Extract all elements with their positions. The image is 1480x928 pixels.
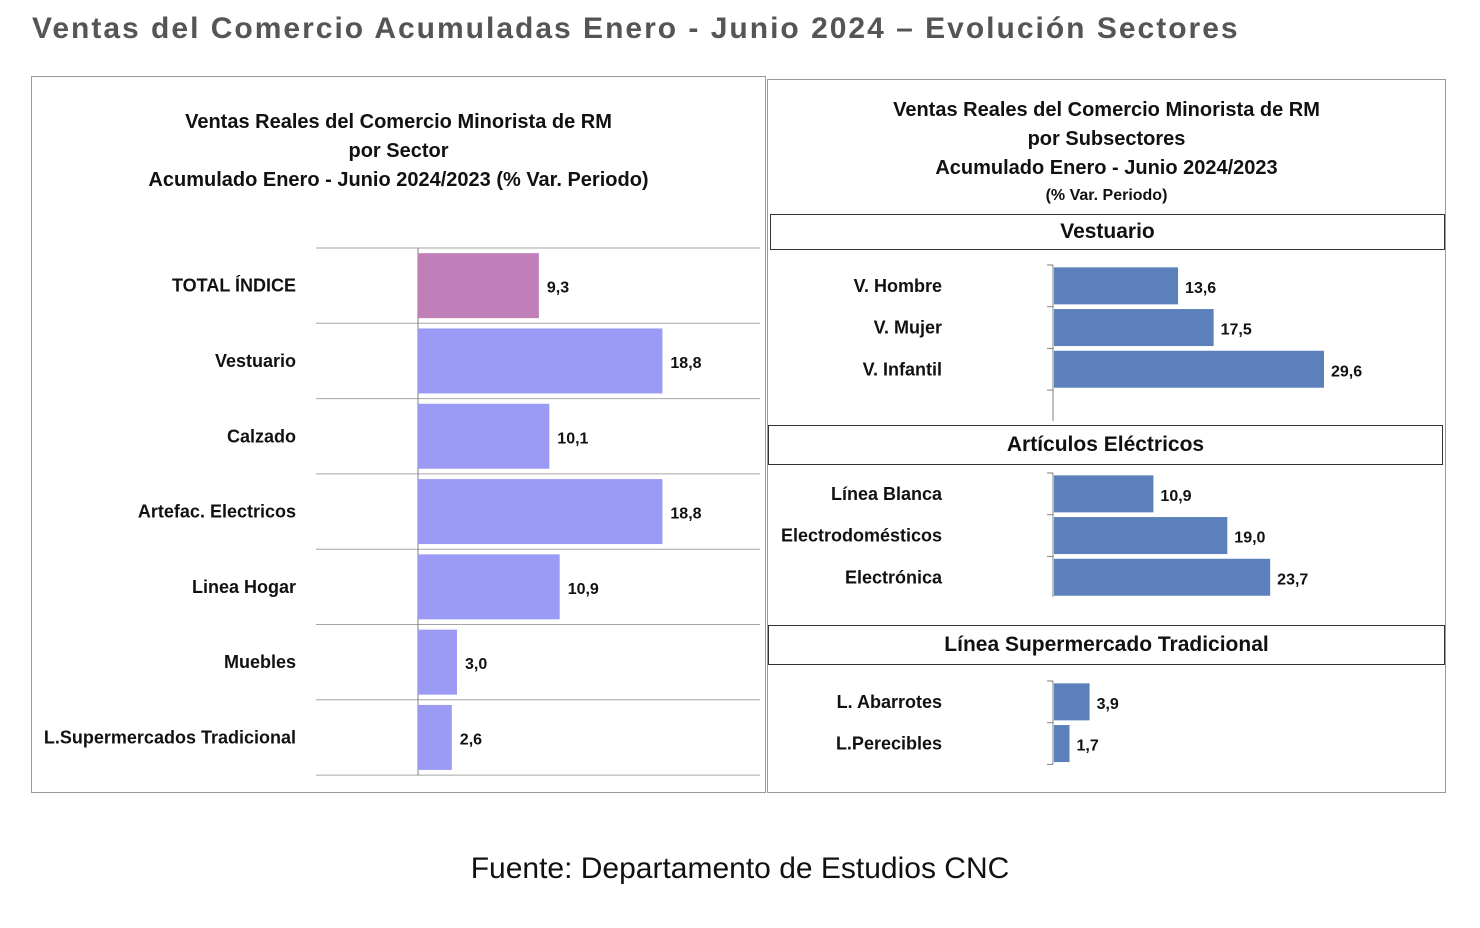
bar-muebles (418, 629, 457, 695)
category-label-muebles: Muebles (224, 652, 296, 672)
group-header-articulos-electricos: Artículos Eléctricos (768, 425, 1443, 465)
value-label-l-abarrotes: 3,9 (1097, 696, 1119, 713)
value-label-vestuario: 18,8 (670, 355, 701, 372)
category-label-v-infantil: V. Infantil (863, 359, 942, 379)
value-label-electronica: 23,7 (1277, 571, 1308, 588)
category-label-l-perecibles: L.Perecibles (836, 734, 942, 754)
bar-artefac-electricos (418, 479, 663, 545)
page-title: Ventas del Comercio Acumuladas Enero - J… (32, 12, 1240, 45)
bar-l-abarrotes (1054, 683, 1090, 721)
subsector-chart-title-line-2: por Subsectores (1027, 128, 1186, 150)
value-label-l-supermercados-tradicional: 2,6 (460, 731, 482, 748)
sector-chart-title-line-2: por Sector (348, 140, 449, 162)
source-note: Fuente: Departamento de Estudios CNC (470, 852, 1010, 885)
bar-v-infantil (1054, 350, 1324, 388)
bar-linea-blanca (1054, 475, 1154, 513)
category-label-v-hombre: V. Hombre (854, 276, 942, 296)
sector-chart-panel: Ventas Reales del Comercio Minorista de … (31, 76, 766, 793)
bar-v-mujer (1054, 309, 1214, 347)
bar-calzado (418, 403, 550, 469)
category-label-electronica: Electrónica (845, 567, 943, 587)
bar-l-supermercados-tradicional (418, 704, 452, 770)
bar-v-hombre (1054, 267, 1179, 305)
category-label-linea-hogar: Linea Hogar (192, 577, 296, 597)
value-label-v-mujer: 17,5 (1221, 322, 1252, 339)
value-label-l-perecibles: 1,7 (1077, 738, 1099, 755)
value-label-electrodomesticos: 19,0 (1234, 530, 1265, 547)
bar-electrodomesticos (1054, 517, 1228, 555)
bar-l-perecibles (1054, 725, 1070, 763)
subsector-chart-title-line-3: Acumulado Enero - Junio 2024/2023 (935, 157, 1278, 179)
category-label-artefac-electricos: Artefac. Electricos (138, 502, 296, 522)
bar-linea-hogar (418, 554, 560, 620)
value-label-v-hombre: 13,6 (1185, 280, 1216, 297)
bar-electronica (1054, 558, 1271, 596)
group-header-supermercado-tradicional: Línea Supermercado Tradicional (768, 625, 1445, 665)
bar-vestuario (418, 328, 663, 394)
subsector-bar-chart: V. Hombre 13,6 V. Mujer 17,5 V. Infantil 29,6… (781, 264, 1362, 765)
subsector-chart-subtitle: (% Var. Periodo) (1045, 187, 1168, 204)
subsector-chart-title-line-1: Ventas Reales del Comercio Minorista de … (893, 99, 1320, 121)
value-label-v-infantil: 29,6 (1331, 363, 1362, 380)
value-label-calzado: 10,1 (557, 430, 588, 447)
category-label-l-supermercados-tradicional: L.Supermercados Tradicional (44, 727, 296, 747)
subsector-chart-title: Ventas Reales del Comercio Minorista de … (768, 96, 1445, 209)
category-label-calzado: Calzado (227, 426, 296, 446)
value-label-linea-blanca: 10,9 (1160, 488, 1191, 505)
category-label-l-abarrotes: L. Abarrotes (837, 692, 942, 712)
bar-total-indice (418, 253, 539, 319)
sector-chart-title-line-1: Ventas Reales del Comercio Minorista de … (185, 111, 612, 133)
category-label-linea-blanca: Línea Blanca (831, 484, 943, 504)
category-label-vestuario: Vestuario (215, 351, 296, 371)
value-label-artefac-electricos: 18,8 (670, 506, 701, 523)
group-header-vestuario: Vestuario (770, 214, 1445, 250)
sector-chart-title-line-3: Acumulado Enero - Junio 2024/2023 (% Var… (148, 169, 649, 191)
sector-bar-chart: TOTAL ÍNDICE 9,3 Vestuario 18,8 Calzado 10,1 A… (44, 247, 760, 776)
sector-chart-title: Ventas Reales del Comercio Minorista de … (32, 108, 765, 195)
value-label-muebles: 3,0 (465, 656, 487, 673)
subsector-chart-panel: Ventas Reales del Comercio Minorista de … (767, 79, 1446, 793)
category-label-total-indice: TOTAL ÍNDICE (172, 275, 296, 296)
value-label-linea-hogar: 10,9 (568, 581, 599, 598)
value-label-total-indice: 9,3 (547, 280, 569, 297)
category-label-electrodomesticos: Electrodomésticos (781, 526, 942, 546)
category-label-v-mujer: V. Mujer (874, 318, 942, 338)
